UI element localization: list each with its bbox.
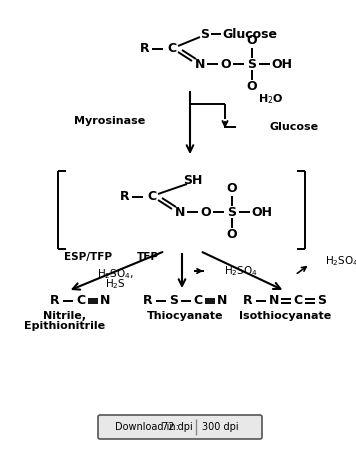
Text: C: C bbox=[193, 295, 203, 308]
Text: R: R bbox=[50, 295, 60, 308]
Text: N: N bbox=[217, 295, 227, 308]
Text: S: S bbox=[200, 27, 209, 40]
Text: O: O bbox=[247, 35, 257, 48]
Text: C: C bbox=[147, 190, 157, 203]
Text: O: O bbox=[221, 57, 231, 70]
Text: N: N bbox=[100, 295, 110, 308]
Text: C: C bbox=[293, 295, 303, 308]
Text: S: S bbox=[169, 295, 178, 308]
Text: H$_2$SO$_4$: H$_2$SO$_4$ bbox=[325, 254, 356, 268]
Text: H$_2$O: H$_2$O bbox=[258, 92, 283, 106]
Text: S: S bbox=[227, 206, 236, 219]
Text: Nitrile,: Nitrile, bbox=[43, 311, 87, 321]
Text: SH: SH bbox=[183, 175, 203, 188]
Text: C: C bbox=[77, 295, 85, 308]
Text: H$_2$S: H$_2$S bbox=[105, 277, 125, 291]
Text: R: R bbox=[143, 295, 153, 308]
Text: OH: OH bbox=[251, 206, 272, 219]
Text: H$_2$SO$_4$,: H$_2$SO$_4$, bbox=[96, 267, 134, 281]
Text: Isothiocyanate: Isothiocyanate bbox=[239, 311, 331, 321]
Text: S: S bbox=[247, 57, 257, 70]
Text: N: N bbox=[269, 295, 279, 308]
Text: O: O bbox=[247, 80, 257, 93]
Text: ESP/TFP: ESP/TFP bbox=[64, 252, 112, 262]
Text: N: N bbox=[195, 57, 205, 70]
Text: O: O bbox=[227, 229, 237, 242]
Text: R: R bbox=[243, 295, 253, 308]
Text: O: O bbox=[201, 206, 211, 219]
Text: H$_2$SO$_4$: H$_2$SO$_4$ bbox=[224, 264, 258, 278]
Text: Download in:: Download in: bbox=[115, 422, 179, 432]
Text: OH: OH bbox=[272, 57, 293, 70]
Text: Myrosinase: Myrosinase bbox=[74, 116, 146, 126]
Text: O: O bbox=[227, 182, 237, 195]
Text: Glucose: Glucose bbox=[270, 122, 319, 132]
FancyBboxPatch shape bbox=[98, 415, 262, 439]
Text: 300 dpi: 300 dpi bbox=[202, 422, 238, 432]
Text: Epithionitrile: Epithionitrile bbox=[25, 321, 106, 331]
Text: TFP: TFP bbox=[137, 252, 159, 262]
Text: S: S bbox=[318, 295, 326, 308]
Text: N: N bbox=[175, 206, 185, 219]
Text: Thiocyanate: Thiocyanate bbox=[147, 311, 223, 321]
Text: R: R bbox=[140, 43, 150, 56]
Text: C: C bbox=[167, 43, 177, 56]
Text: Glucose: Glucose bbox=[222, 27, 277, 40]
Text: 72 dpi: 72 dpi bbox=[162, 422, 192, 432]
Text: R: R bbox=[120, 190, 130, 203]
